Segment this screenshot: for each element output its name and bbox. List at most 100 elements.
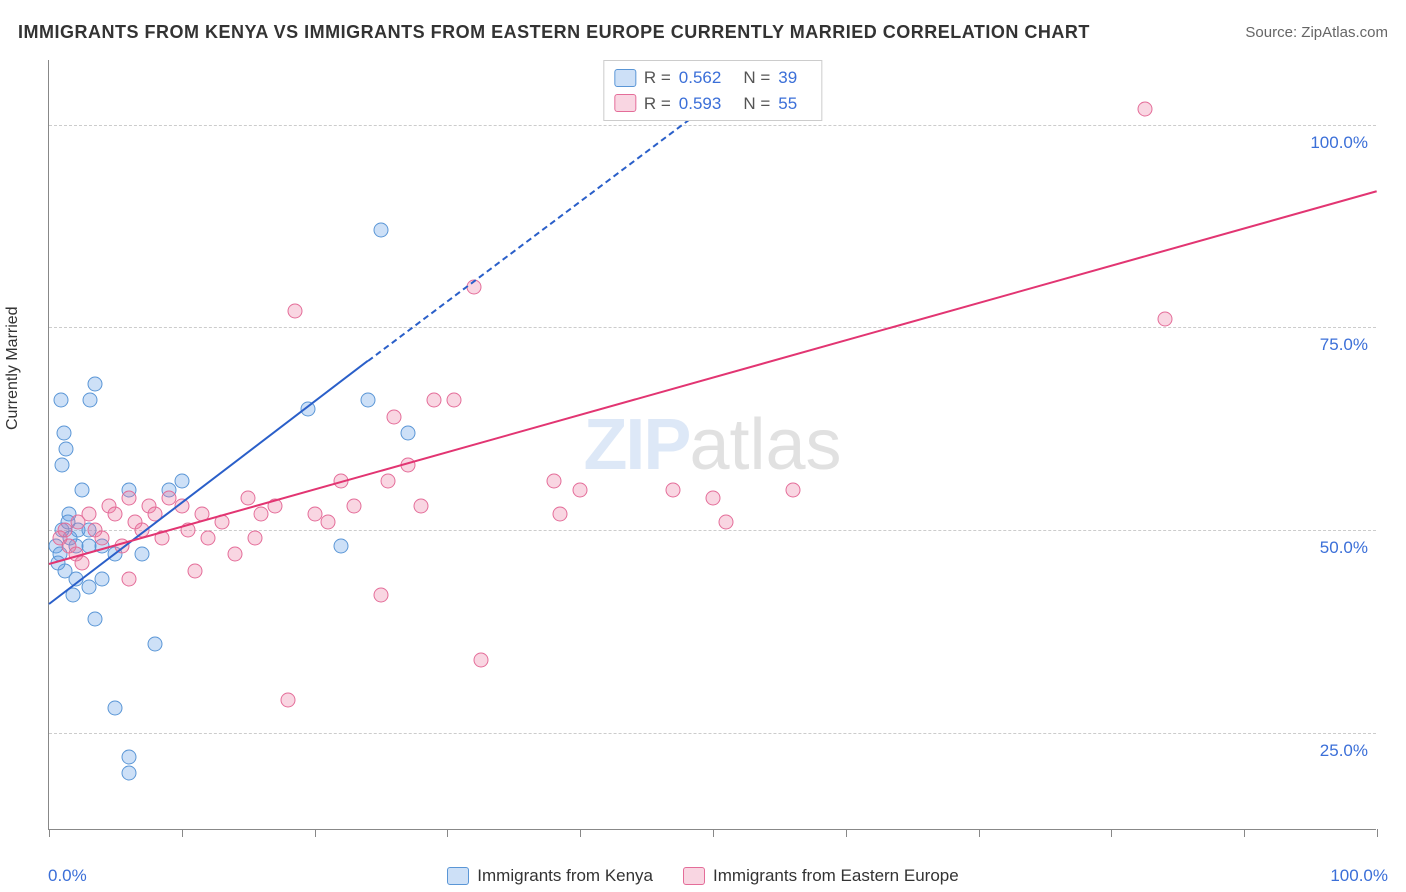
x-tick: [447, 829, 448, 837]
r-label: R =: [644, 91, 671, 117]
legend-swatch: [683, 867, 705, 885]
legend-label: Immigrants from Eastern Europe: [713, 866, 959, 886]
data-point: [374, 587, 389, 602]
data-point: [55, 458, 70, 473]
legend-row: R = 0.562 N = 39: [614, 65, 811, 91]
data-point: [121, 571, 136, 586]
x-tick: [182, 829, 183, 837]
y-tick-label: 75.0%: [1320, 335, 1368, 355]
series-legend: 0.0% 100.0% Immigrants from Kenya Immigra…: [0, 866, 1406, 886]
x-tick: [315, 829, 316, 837]
n-value: 55: [778, 91, 797, 117]
y-tick-label: 100.0%: [1310, 133, 1368, 153]
data-point: [719, 515, 734, 530]
data-point: [1137, 101, 1152, 116]
data-point: [88, 612, 103, 627]
data-point: [108, 701, 123, 716]
legend-item: Immigrants from Eastern Europe: [683, 866, 959, 886]
x-tick: [1244, 829, 1245, 837]
scatter-plot: ZIPatlas R = 0.562N = 39R = 0.593N = 55 …: [48, 60, 1376, 830]
data-point: [247, 531, 262, 546]
legend-label: Immigrants from Kenya: [477, 866, 653, 886]
source-prefix: Source:: [1245, 24, 1301, 41]
watermark-zip: ZIP: [583, 405, 689, 485]
data-point: [121, 750, 136, 765]
data-point: [573, 482, 588, 497]
data-point: [121, 766, 136, 781]
n-value: 39: [778, 65, 797, 91]
watermark-atlas: atlas: [689, 405, 841, 485]
x-tick: [580, 829, 581, 837]
correlation-legend: R = 0.562 N = 39 R = 0.593 N = 55: [603, 60, 822, 121]
data-point: [53, 393, 68, 408]
trend-line: [367, 101, 713, 362]
x-max-label: 100.0%: [1330, 866, 1388, 886]
x-tick: [49, 829, 50, 837]
data-point: [188, 563, 203, 578]
x-tick: [1377, 829, 1378, 837]
data-point: [400, 425, 415, 440]
data-point: [148, 636, 163, 651]
data-point: [95, 531, 110, 546]
data-point: [227, 547, 242, 562]
n-label: N =: [743, 65, 770, 91]
data-point: [241, 490, 256, 505]
data-point: [121, 490, 136, 505]
legend-swatch: [614, 69, 636, 87]
y-tick-label: 25.0%: [1320, 741, 1368, 761]
gridline: [49, 125, 1376, 126]
data-point: [75, 555, 90, 570]
data-point: [380, 474, 395, 489]
data-point: [88, 377, 103, 392]
data-point: [413, 498, 428, 513]
r-label: R =: [644, 65, 671, 91]
data-point: [427, 393, 442, 408]
x-tick: [846, 829, 847, 837]
watermark: ZIPatlas: [583, 404, 841, 486]
data-point: [347, 498, 362, 513]
data-point: [83, 393, 98, 408]
x-min-label: 0.0%: [48, 866, 87, 886]
data-point: [174, 474, 189, 489]
legend-item: Immigrants from Kenya: [447, 866, 653, 886]
data-point: [666, 482, 681, 497]
trend-line: [49, 190, 1378, 565]
data-point: [320, 515, 335, 530]
data-point: [56, 425, 71, 440]
gridline: [49, 733, 1376, 734]
legend-row: R = 0.593 N = 55: [614, 91, 811, 117]
data-point: [108, 506, 123, 521]
data-point: [254, 506, 269, 521]
chart-title: IMMIGRANTS FROM KENYA VS IMMIGRANTS FROM…: [18, 22, 1090, 43]
data-point: [360, 393, 375, 408]
x-tick: [713, 829, 714, 837]
data-point: [1157, 312, 1172, 327]
data-point: [81, 579, 96, 594]
data-point: [706, 490, 721, 505]
n-label: N =: [743, 91, 770, 117]
data-point: [75, 482, 90, 497]
data-point: [553, 506, 568, 521]
data-point: [287, 304, 302, 319]
data-point: [546, 474, 561, 489]
data-point: [785, 482, 800, 497]
data-point: [95, 571, 110, 586]
data-point: [447, 393, 462, 408]
source-credit: Source: ZipAtlas.com: [1245, 24, 1388, 41]
r-value: 0.562: [679, 65, 722, 91]
data-point: [201, 531, 216, 546]
data-point: [281, 693, 296, 708]
x-tick: [1111, 829, 1112, 837]
gridline: [49, 530, 1376, 531]
legend-swatch: [614, 94, 636, 112]
data-point: [57, 523, 72, 538]
r-value: 0.593: [679, 91, 722, 117]
data-point: [387, 409, 402, 424]
legend-swatch: [447, 867, 469, 885]
source-link[interactable]: ZipAtlas.com: [1301, 24, 1388, 41]
data-point: [59, 442, 74, 457]
gridline: [49, 327, 1376, 328]
y-axis-label: Currently Married: [4, 306, 22, 430]
data-point: [473, 652, 488, 667]
data-point: [81, 506, 96, 521]
